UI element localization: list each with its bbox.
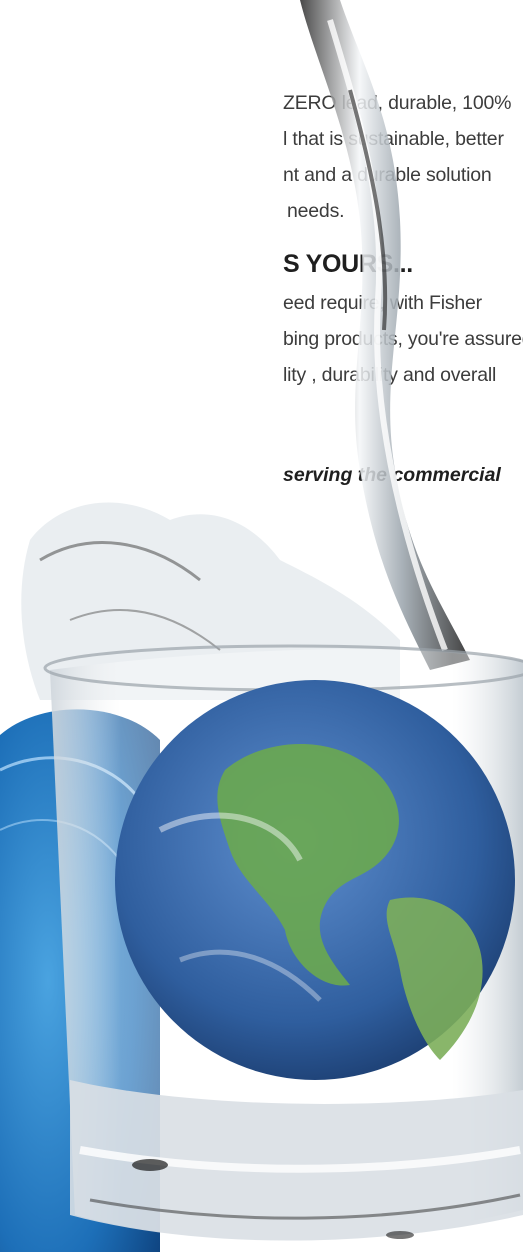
water-stream-shape [300, 0, 470, 670]
paragraph-2-line-2: bing products, you're assured [283, 328, 523, 350]
north-america-shape [217, 743, 399, 986]
paragraph-1-line-4: needs. [287, 200, 345, 222]
glass-base-shape [70, 1080, 523, 1241]
paragraph-1-line-2: l that is sustainable, better [283, 128, 504, 150]
south-america-shape [386, 897, 483, 1060]
